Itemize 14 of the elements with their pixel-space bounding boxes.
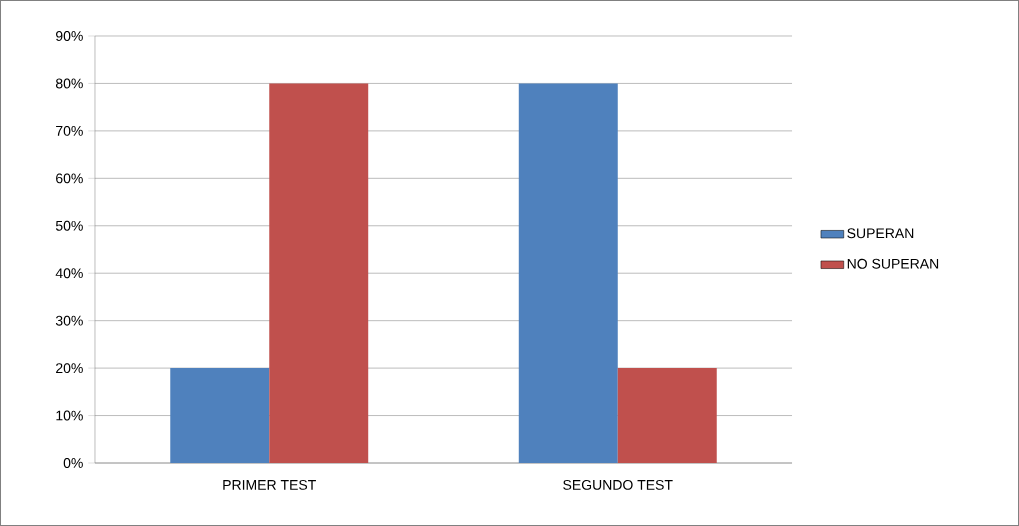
y-tick-label: 10% — [56, 410, 83, 421]
y-tick-label: 40% — [55, 268, 83, 279]
y-tick-label: 30% — [55, 315, 83, 326]
y-tick-label: 90% — [56, 31, 83, 41]
x-tick-label: SEGUNDO TEST — [563, 479, 673, 490]
y-tick-label: 60% — [56, 173, 83, 184]
y-tick-label: 20% — [56, 363, 83, 374]
x-tick-label: PRIMER TEST — [223, 479, 316, 490]
y-tick-label: 80% — [55, 78, 83, 89]
legend-label: SUPERAN — [847, 228, 914, 239]
y-tick-label: 0% — [63, 458, 83, 468]
legend-label: NO SUPERAN — [847, 258, 939, 269]
y-tick-label: 50% — [55, 220, 83, 231]
y-tick-label: 70% — [56, 125, 83, 136]
